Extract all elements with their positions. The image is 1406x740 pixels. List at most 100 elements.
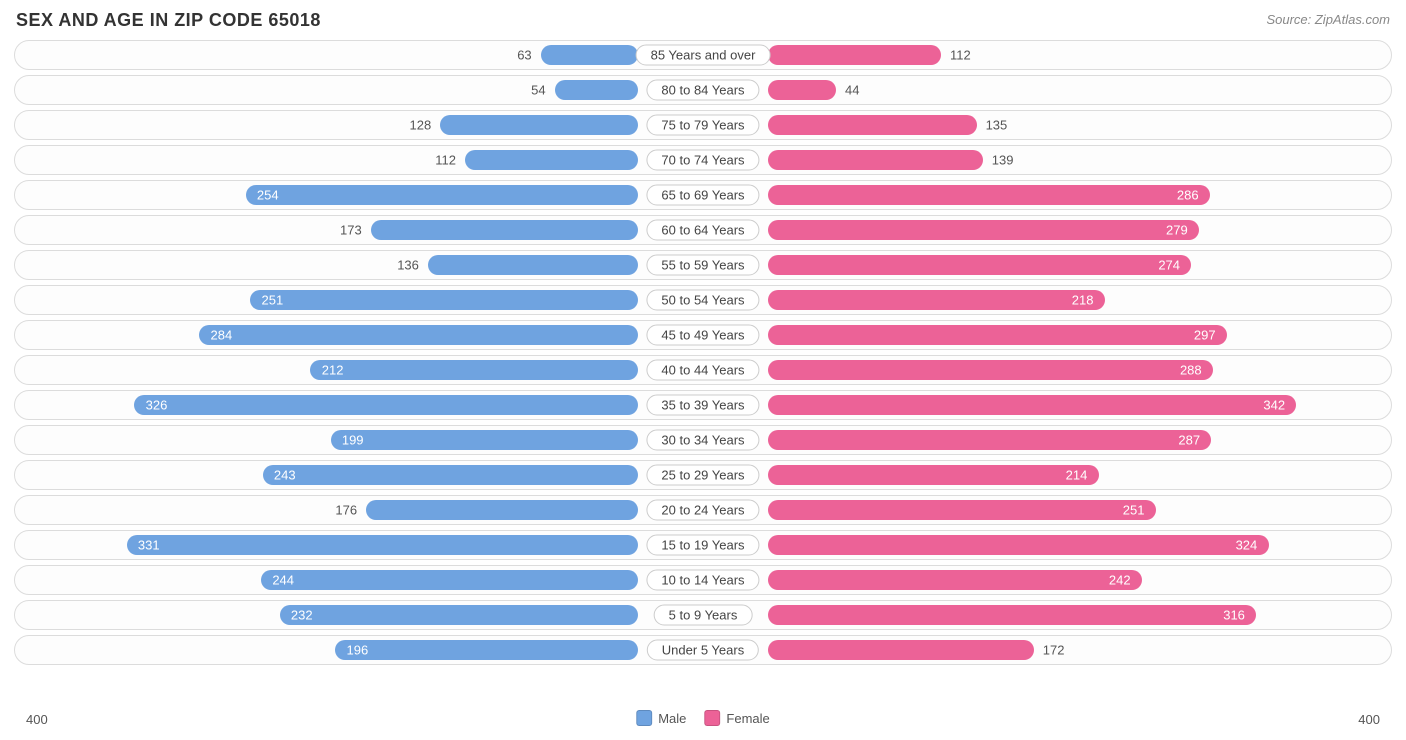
male-value: 254 <box>257 188 279 203</box>
female-bar <box>768 150 983 170</box>
legend-male: Male <box>636 710 686 726</box>
axis-max-right: 400 <box>1358 712 1380 727</box>
pyramid-row: 212 288 40 to 44 Years <box>14 355 1392 385</box>
female-value: 287 <box>1178 433 1200 448</box>
male-bar <box>134 395 638 415</box>
male-swatch-icon <box>636 710 652 726</box>
pyramid-row: 25121850 to 54 Years <box>14 285 1392 315</box>
male-value: 54 <box>531 83 545 98</box>
male-bar <box>127 535 638 555</box>
pyramid-row: 326 342 35 to 39 Years <box>14 390 1392 420</box>
age-range-label: 50 to 54 Years <box>646 290 759 311</box>
pyramid-row: 243 214 25 to 29 Years <box>14 460 1392 490</box>
age-range-label: 75 to 79 Years <box>646 115 759 136</box>
male-bar <box>335 640 638 660</box>
female-value: 172 <box>1043 643 1065 658</box>
pyramid-row: 24424210 to 14 Years <box>14 565 1392 595</box>
male-bar <box>371 220 638 240</box>
pyramid-row: 2323165 to 9 Years <box>14 600 1392 630</box>
male-bar <box>440 115 638 135</box>
female-bar <box>768 535 1269 555</box>
male-value: 243 <box>274 468 296 483</box>
female-bar <box>768 325 1227 345</box>
female-bar <box>768 570 1142 590</box>
age-range-label: 35 to 39 Years <box>646 395 759 416</box>
female-value: 135 <box>986 118 1008 133</box>
pyramid-row: 196 172 Under 5 Years <box>14 635 1392 665</box>
age-range-label: 25 to 29 Years <box>646 465 759 486</box>
female-value: 214 <box>1066 468 1088 483</box>
female-bar <box>768 45 941 65</box>
female-value: 44 <box>845 83 859 98</box>
age-range-label: 60 to 64 Years <box>646 220 759 241</box>
axis-row: 400 Male Female 400 <box>14 710 1392 732</box>
pyramid-row: 28429745 to 49 Years <box>14 320 1392 350</box>
female-value: 274 <box>1158 258 1180 273</box>
pyramid-row: 25428665 to 69 Years <box>14 180 1392 210</box>
chart-title: SEX AND AGE IN ZIP CODE 65018 <box>16 10 321 31</box>
male-value: 196 <box>346 643 368 658</box>
legend: Male Female <box>636 710 770 726</box>
female-value: 279 <box>1166 223 1188 238</box>
female-bar <box>768 115 977 135</box>
female-swatch-icon <box>704 710 720 726</box>
male-bar <box>246 185 638 205</box>
age-range-label: 55 to 59 Years <box>646 255 759 276</box>
age-range-label: 70 to 74 Years <box>646 150 759 171</box>
age-range-label: 30 to 34 Years <box>646 430 759 451</box>
pyramid-row: 128 135 75 to 79 Years <box>14 110 1392 140</box>
male-bar <box>263 465 638 485</box>
male-value: 136 <box>397 258 419 273</box>
female-value: 342 <box>1263 398 1285 413</box>
female-bar <box>768 640 1034 660</box>
pyramid-row: 136 274 55 to 59 Years <box>14 250 1392 280</box>
age-range-label: 5 to 9 Years <box>654 605 753 626</box>
female-value: 242 <box>1109 573 1131 588</box>
female-bar <box>768 465 1099 485</box>
pyramid-row: 54 44 80 to 84 Years <box>14 75 1392 105</box>
female-value: 112 <box>950 48 971 63</box>
age-range-label: 65 to 69 Years <box>646 185 759 206</box>
pyramid-row: 63 112 85 Years and over <box>14 40 1392 70</box>
female-bar <box>768 395 1296 415</box>
male-value: 128 <box>410 118 432 133</box>
female-bar <box>768 290 1105 310</box>
female-value: 251 <box>1123 503 1145 518</box>
male-value: 63 <box>517 48 531 63</box>
male-bar <box>428 255 638 275</box>
male-bar <box>465 150 638 170</box>
female-value: 297 <box>1194 328 1216 343</box>
female-bar <box>768 605 1256 625</box>
age-range-label: 20 to 24 Years <box>646 500 759 521</box>
legend-male-label: Male <box>658 711 686 726</box>
male-value: 212 <box>322 363 344 378</box>
male-bar <box>280 605 638 625</box>
age-range-label: 15 to 19 Years <box>646 535 759 556</box>
age-range-label: 80 to 84 Years <box>646 80 759 101</box>
male-bar <box>250 290 638 310</box>
legend-female-label: Female <box>726 711 769 726</box>
male-bar <box>555 80 638 100</box>
male-value: 244 <box>272 573 294 588</box>
pyramid-row: 11213970 to 74 Years <box>14 145 1392 175</box>
male-value: 173 <box>340 223 362 238</box>
female-value: 288 <box>1180 363 1202 378</box>
male-value: 331 <box>138 538 160 553</box>
male-value: 112 <box>435 153 456 168</box>
age-range-label: Under 5 Years <box>647 640 759 661</box>
female-bar <box>768 185 1210 205</box>
source-attribution: Source: ZipAtlas.com <box>1266 12 1390 27</box>
age-range-label: 40 to 44 Years <box>646 360 759 381</box>
male-value: 176 <box>335 503 357 518</box>
pyramid-row: 33132415 to 19 Years <box>14 530 1392 560</box>
pyramid-row: 173 279 60 to 64 Years <box>14 215 1392 245</box>
male-value: 199 <box>342 433 364 448</box>
male-value: 326 <box>146 398 168 413</box>
female-value: 316 <box>1223 608 1245 623</box>
female-bar <box>768 430 1211 450</box>
female-value: 218 <box>1072 293 1094 308</box>
legend-female: Female <box>704 710 769 726</box>
male-bar <box>331 430 638 450</box>
age-range-label: 85 Years and over <box>636 45 771 66</box>
male-bar <box>199 325 638 345</box>
